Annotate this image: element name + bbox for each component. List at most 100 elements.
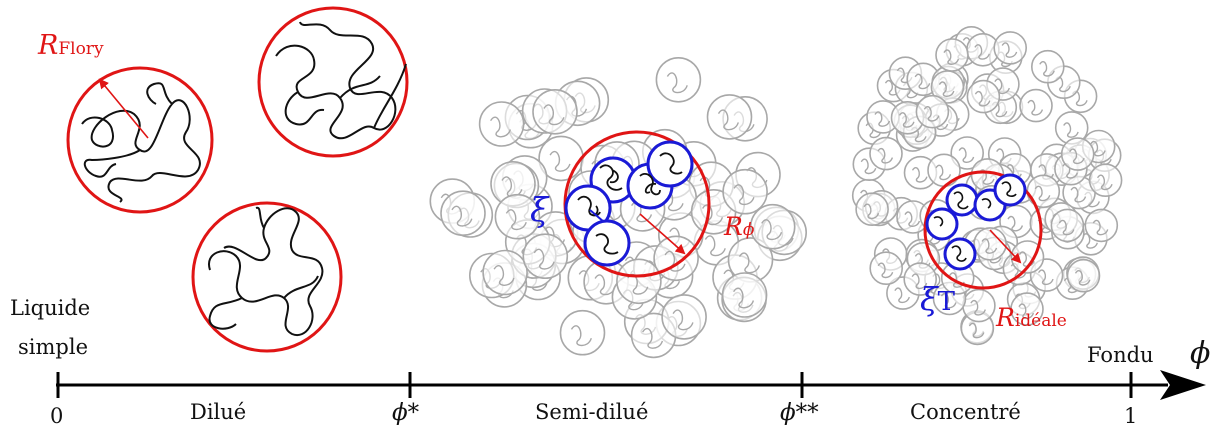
simple-label: simple [18,335,88,359]
blob-chain [898,112,915,128]
blob-chain [877,147,894,164]
blob [653,235,699,282]
blob-chain [981,238,998,254]
blob [927,153,961,188]
dilute-coil-2 [257,6,409,158]
blob [973,227,1007,261]
blob-chain [894,287,910,304]
blob-chain [493,264,515,286]
tick-label-phi-star: ϕ* [392,400,420,426]
blob [661,294,707,340]
r-flory-label: RFlory [38,30,104,61]
blob-chain [761,219,783,241]
blob [1060,137,1095,171]
blob-chain [935,164,952,181]
blob-chain [877,262,894,279]
semi-dilute-blob-cloud [429,57,808,359]
blob [721,272,768,318]
blob [1026,174,1061,209]
blob-chain [717,109,739,131]
blob [478,101,525,147]
xi-t-sub: T [937,287,955,317]
blob [559,309,606,356]
blob [722,168,768,215]
blob-chain [704,235,726,257]
blob-chain [738,252,760,274]
blob-chain [943,49,960,65]
blob-chain [974,44,990,60]
tick-label-phi-star-star: ϕ** [780,400,819,426]
blob-chain [672,309,694,331]
blob [1010,292,1044,326]
r-ideale-base: R [996,303,1015,332]
xi-t-base: ξ [920,280,938,318]
blob-chain [1074,270,1091,286]
blob [1066,258,1101,293]
blob [903,262,938,296]
blob-chain [543,104,565,126]
blob [869,136,903,171]
blob [616,258,662,305]
concentrated-highlight [923,170,1043,290]
blob-chain [949,272,965,288]
regime-semi-dilue: Semi-dilué [535,400,649,424]
blob-chain [974,90,991,107]
r-ideale-label: Ridéale [996,303,1067,332]
blob [522,233,569,280]
blob-chain [451,205,473,227]
blob-chain [914,73,931,90]
blob-chain [1092,219,1109,236]
blob-chain [642,327,664,349]
blob-chain [490,116,512,138]
blob-chain [505,209,527,231]
blob-chain [904,211,921,227]
blob-chain [1070,186,1087,203]
r-flory-arrow [98,78,149,139]
phi-axis [56,370,1206,400]
blob [915,94,950,129]
blob [440,190,486,236]
blob-chain [1063,122,1079,138]
r-phi-sub: ϕ [742,220,755,240]
blob [494,193,541,240]
blob-chain [1027,99,1044,116]
blob-chain [1007,215,1024,232]
blob-chain [970,299,986,316]
blob [993,31,1028,65]
blob-chain [1097,174,1113,191]
blob-chain [733,184,755,206]
blob-chain [570,325,592,347]
regime-dilue: Dilué [190,400,247,424]
blob-chain [549,150,571,172]
r-flory-base: R [38,30,59,61]
blob-chain [1039,61,1055,77]
r-ideale-sub: idéale [1014,311,1067,331]
blob-chain [1058,219,1075,236]
blob-chain [1018,303,1035,320]
blob [935,38,969,72]
blob-chain [1001,42,1018,58]
blob [1019,88,1053,123]
blob-chain [666,72,688,94]
blob [482,249,528,296]
r-flory-sub: Flory [58,39,104,59]
blob-chain [594,274,616,296]
blob-chain [1069,148,1085,165]
blob [950,136,985,170]
blob-chain [860,158,877,175]
blob [966,79,1001,114]
blob-chain [1034,185,1051,202]
xi-t-label: ξT [920,280,955,318]
blob [869,251,904,286]
blob [1088,163,1123,197]
blob-chain [911,167,928,183]
blob-chain [994,78,1010,95]
blob-chain [733,287,755,309]
blob-chain [938,81,955,97]
semi-dilute-highlight [563,130,711,278]
blob [749,203,796,250]
tick-label-1: 1 [1124,404,1138,428]
blob-chain [958,147,975,163]
blob-chain [1090,140,1106,157]
